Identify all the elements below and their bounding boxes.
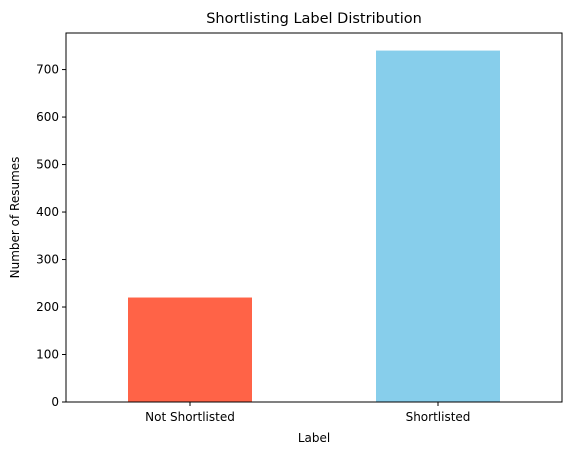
- x-axis-label: Label: [298, 431, 330, 445]
- bar-not-shortlisted: [128, 298, 252, 402]
- y-tick-label: 0: [51, 395, 59, 409]
- chart-title: Shortlisting Label Distribution: [206, 11, 422, 27]
- y-tick-label: 600: [36, 110, 59, 124]
- y-tick-label: 300: [36, 253, 59, 267]
- y-tick-label: 200: [36, 300, 59, 314]
- x-tick-label: Shortlisted: [406, 410, 471, 424]
- y-tick-label: 100: [36, 348, 59, 362]
- y-axis-label: Number of Resumes: [8, 157, 22, 279]
- y-tick-label: 400: [36, 205, 59, 219]
- bar-shortlisted: [376, 51, 500, 402]
- y-tick-label: 700: [36, 63, 59, 77]
- y-tick-label: 500: [36, 158, 59, 172]
- bars-layer: [128, 51, 500, 402]
- y-axis: 0 100 200 300 400 500 600 700: [36, 63, 66, 409]
- x-tick-label: Not Shortlisted: [145, 410, 235, 424]
- x-axis: Not Shortlisted Shortlisted: [145, 402, 470, 424]
